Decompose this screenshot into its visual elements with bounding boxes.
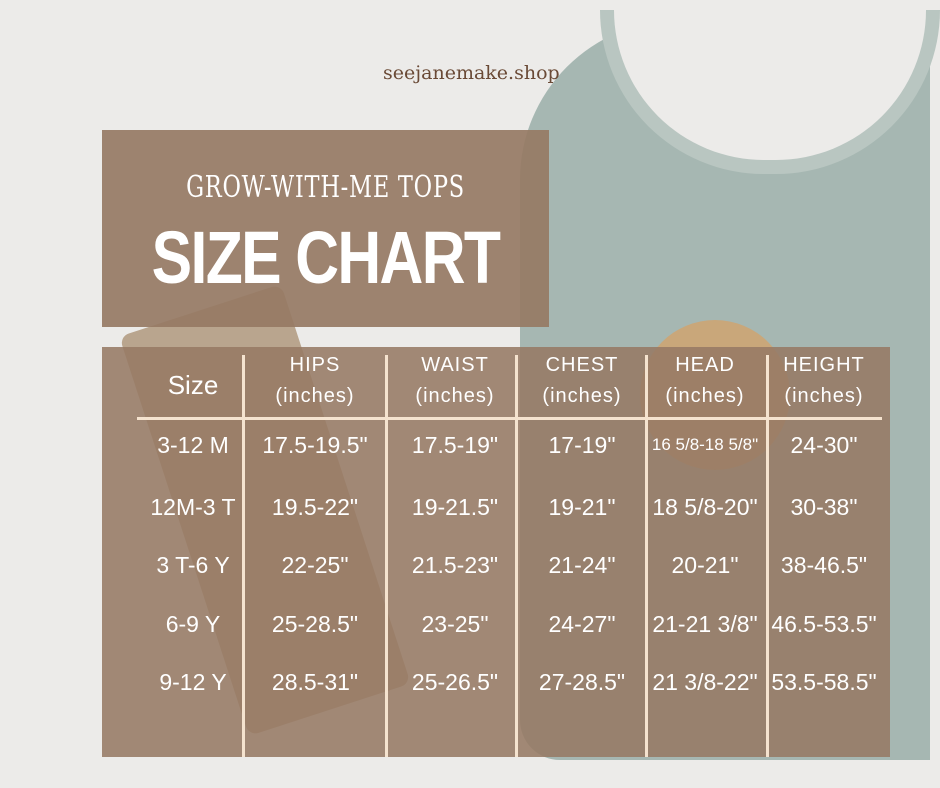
size-table: Size HIPS (inches) WAIST (inches) CHEST (inche… — [102, 347, 890, 757]
table-cell: 21 3/8-22" — [652, 669, 758, 695]
brand-url: seejanemake.shop — [383, 62, 560, 84]
column-unit: (inches) — [784, 385, 864, 407]
table-cell: 22-25" — [281, 552, 349, 578]
row-size-label: 9-12 Y — [159, 669, 227, 695]
column-unit: (inches) — [665, 385, 745, 407]
header-divider — [137, 417, 882, 420]
column-divider — [645, 355, 648, 757]
column-divider — [242, 355, 245, 757]
column-header: CHEST — [545, 354, 619, 376]
table-cell: 24-30" — [790, 432, 858, 458]
column-divider — [515, 355, 518, 757]
column-unit: (inches) — [415, 385, 495, 407]
table-cell: 19.5-22" — [271, 494, 359, 520]
column-header: WAIST — [421, 354, 489, 376]
page-title: SIZE CHART — [151, 216, 501, 299]
row-size-label: 3-12 M — [157, 432, 229, 458]
subtitle: GROW-WITH-ME TOPS — [186, 170, 465, 205]
row-size-label: 6-9 Y — [165, 611, 221, 637]
table-cell: 19-21.5" — [411, 494, 499, 520]
table-cell: 17.5-19.5" — [262, 432, 368, 458]
table-cell: 17-19" — [548, 432, 616, 458]
table-cell: 17.5-19" — [411, 432, 499, 458]
column-divider — [766, 355, 769, 757]
size-header: Size — [167, 370, 219, 400]
column-unit: (inches) — [275, 385, 355, 407]
table-cell: 28.5-31" — [271, 669, 359, 695]
table-cell: 24-27" — [548, 611, 616, 637]
table-cell: 30-38" — [790, 494, 858, 520]
title-panel: GROW-WITH-ME TOPS SIZE CHART — [102, 130, 549, 327]
table-cell: 25-26.5" — [411, 669, 499, 695]
table-cell: 21-21 3/8" — [652, 611, 758, 637]
table-cell: 27-28.5" — [538, 669, 626, 695]
row-size-label: 3 T-6 Y — [156, 552, 230, 578]
table-cell: 18 5/8-20" — [652, 494, 758, 520]
column-header: HIPS — [289, 354, 341, 376]
table-cell: 23-25" — [421, 611, 489, 637]
table-cell: 46.5-53.5" — [771, 611, 877, 637]
column-header: HEAD — [675, 354, 735, 376]
table-cell: 53.5-58.5" — [771, 669, 877, 695]
column-unit: (inches) — [542, 385, 622, 407]
column-header: HEIGHT — [783, 354, 865, 376]
table-cell: 21-24" — [548, 552, 616, 578]
column-divider — [385, 355, 388, 757]
table-cell: 21.5-23" — [411, 552, 499, 578]
table-cell: 38-46.5" — [780, 552, 868, 578]
row-size-label: 12M-3 T — [150, 494, 236, 520]
table-cell: 19-21" — [548, 494, 616, 520]
table-cell: 25-28.5" — [271, 611, 359, 637]
table-cell: 20-21" — [671, 552, 739, 578]
table-cell: 16 5/8-18 5/8" — [651, 435, 759, 454]
